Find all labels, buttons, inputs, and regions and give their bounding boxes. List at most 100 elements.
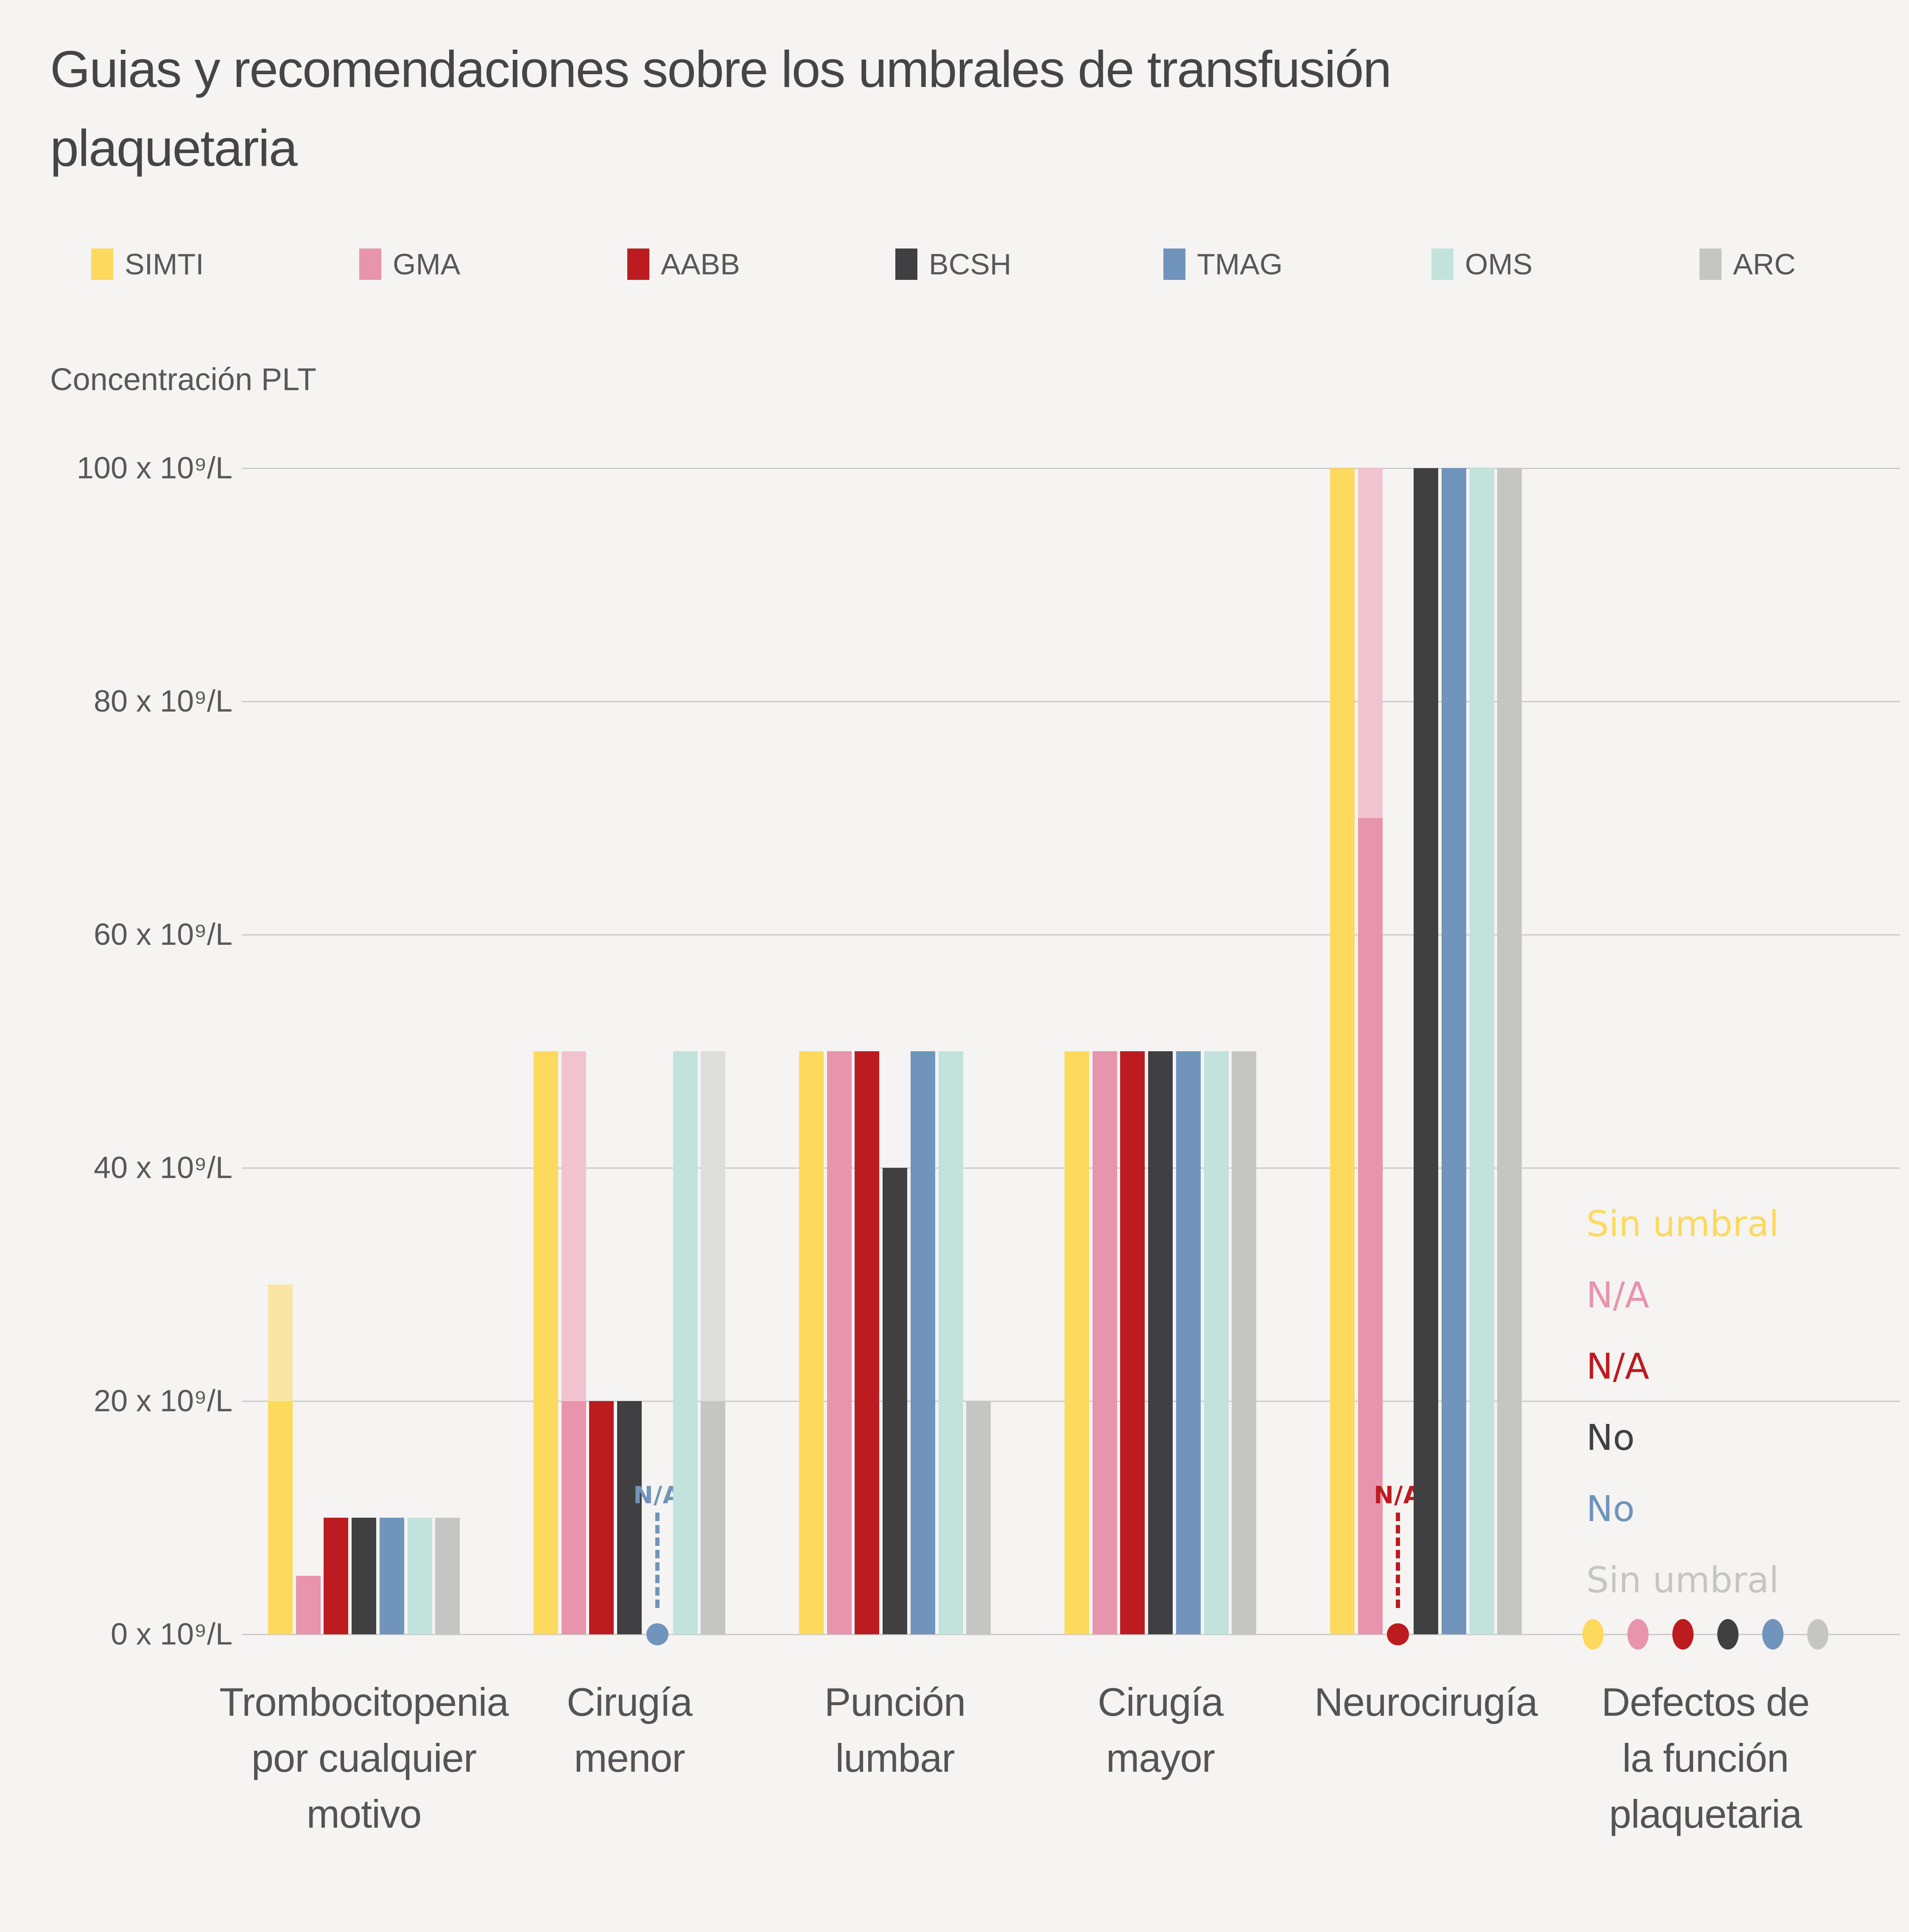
y-tick-label-60: 60 x 10⁹/L <box>93 918 232 952</box>
bar-oms <box>673 1051 698 1634</box>
slot-simti <box>268 468 293 1634</box>
bar-simti <box>1065 1051 1089 1634</box>
slot-tmag <box>911 468 935 1634</box>
plot-area: N/A N/A Sin umbral N/A N/A No No Sin umbral <box>242 468 1900 1650</box>
slot-arc <box>435 468 460 1634</box>
slot-arc <box>1232 468 1256 1634</box>
legend-item-aabb: AABB <box>627 247 740 281</box>
category-label-line: Defectos de <box>1601 1680 1810 1724</box>
slot-arc <box>966 468 991 1634</box>
bar-range-arc <box>701 1051 725 1401</box>
bar-aabb <box>324 1518 348 1634</box>
category-label-3: Punción lumbar <box>696 1674 1094 1786</box>
na-dot-tmag <box>646 1623 668 1645</box>
chart-title: Guias y recomendaciones sobre los umbral… <box>50 30 1392 187</box>
bar-gma <box>1093 1051 1117 1634</box>
note-dot-arc <box>1807 1619 1828 1650</box>
bar-aabb <box>589 1401 614 1634</box>
y-tick-label-80: 80 x 10⁹/L <box>93 684 232 718</box>
category-label-4: Cirugía mayor <box>961 1674 1360 1786</box>
legend-item-oms: OMS <box>1431 247 1532 281</box>
bar-gma <box>562 1401 586 1634</box>
note-dot-bcsh <box>1717 1619 1739 1650</box>
chart-title-line: Guias y recomendaciones sobre los umbral… <box>50 40 1392 98</box>
category-label-line: Trombocitopenia <box>219 1680 509 1724</box>
slot-simti <box>1065 468 1089 1634</box>
legend-label: SIMTI <box>125 248 204 281</box>
na-dashed-line-tmag <box>655 1513 660 1608</box>
note-label-tmag: No <box>1586 1488 1635 1530</box>
bar-simti <box>534 1051 558 1634</box>
bar-bcsh <box>352 1518 376 1634</box>
bar-arc <box>435 1518 460 1634</box>
slot-bcsh <box>352 468 376 1634</box>
legend-item-gma: GMA <box>359 247 460 281</box>
note-label-simti: Sin umbral <box>1586 1203 1779 1245</box>
note-label-bcsh: No <box>1586 1417 1635 1458</box>
gridline-80 <box>242 701 1900 702</box>
note-dot-simti <box>1582 1619 1604 1650</box>
na-dashed-line-aabb <box>1396 1513 1400 1608</box>
legend-swatch-aabb <box>627 248 649 280</box>
slot-gma <box>1358 468 1383 1634</box>
slot-simti <box>799 468 824 1634</box>
slot-aabb <box>324 468 348 1634</box>
bar-group-5: N/A <box>1330 468 1522 1645</box>
bar-tmag <box>1176 1051 1201 1634</box>
gridline-0 <box>242 1634 1900 1635</box>
bar-tmag <box>380 1518 404 1634</box>
category-label-line: Cirugía <box>1097 1680 1224 1724</box>
category-label-1: Trombocitopenia por cualquier motivo <box>165 1674 563 1842</box>
bar-oms <box>408 1518 432 1634</box>
slot-aabb <box>855 468 879 1634</box>
bar-bcsh <box>1148 1051 1173 1634</box>
legend-swatch-oms <box>1431 248 1453 280</box>
note-label-gma: N/A <box>1586 1274 1649 1316</box>
slot-tmag <box>380 468 404 1634</box>
legend-swatch-gma <box>359 248 381 280</box>
category-label-line: lumbar <box>835 1736 955 1780</box>
category-label-line: Cirugía <box>566 1680 693 1724</box>
bar-arc <box>1232 1051 1256 1634</box>
slot-bcsh <box>617 468 642 1634</box>
bar-group-1 <box>268 468 460 1634</box>
bar-group-6: Sin umbral N/A N/A No No Sin umbral <box>1582 468 1841 1650</box>
bar-oms <box>1470 468 1494 1634</box>
note-label-arc: Sin umbral <box>1586 1559 1779 1601</box>
note-dot-gma <box>1627 1619 1649 1650</box>
category-label-line: mayor <box>1106 1736 1215 1780</box>
y-tick-label-100: 100 x 10⁹/L <box>76 451 232 485</box>
legend-label: TMAG <box>1197 248 1283 281</box>
legend-label: GMA <box>393 248 461 281</box>
legend: SIMTI GMA AABB BCSH TMAG OMS ARC <box>0 247 1909 281</box>
bar-oms <box>939 1051 963 1634</box>
category-label-2: Cirugía menor <box>430 1674 829 1786</box>
bar-aabb <box>855 1051 879 1634</box>
slot-tmag <box>1442 468 1466 1634</box>
slot-simti <box>1330 468 1355 1634</box>
slot-aabb <box>1120 468 1145 1634</box>
bar-range-simti <box>268 1284 293 1401</box>
slot-gma <box>1093 468 1117 1634</box>
bar-simti <box>268 1401 293 1634</box>
slot-bcsh <box>1148 468 1173 1634</box>
legend-label: BCSH <box>929 248 1012 281</box>
note-label-aabb: N/A <box>1586 1346 1649 1387</box>
bar-gma <box>296 1576 321 1634</box>
bar-bcsh <box>617 1401 642 1634</box>
bar-oms <box>1204 1051 1229 1634</box>
y-axis-title: Concentración PLT <box>50 362 316 397</box>
slot-bcsh <box>1414 468 1438 1634</box>
slot-oms <box>1470 468 1494 1634</box>
bar-gma <box>827 1051 852 1634</box>
legend-swatch-tmag <box>1163 248 1185 280</box>
y-tick-label-40: 40 x 10⁹/L <box>93 1151 232 1185</box>
legend-swatch-simti <box>91 248 113 280</box>
gridline-100 <box>242 468 1900 469</box>
bar-bcsh <box>1414 468 1438 1634</box>
legend-item-arc: ARC <box>1699 247 1796 281</box>
slot-tmag: N/A <box>633 468 681 1645</box>
bar-aabb <box>1120 1051 1145 1634</box>
bar-simti <box>1330 468 1355 1634</box>
